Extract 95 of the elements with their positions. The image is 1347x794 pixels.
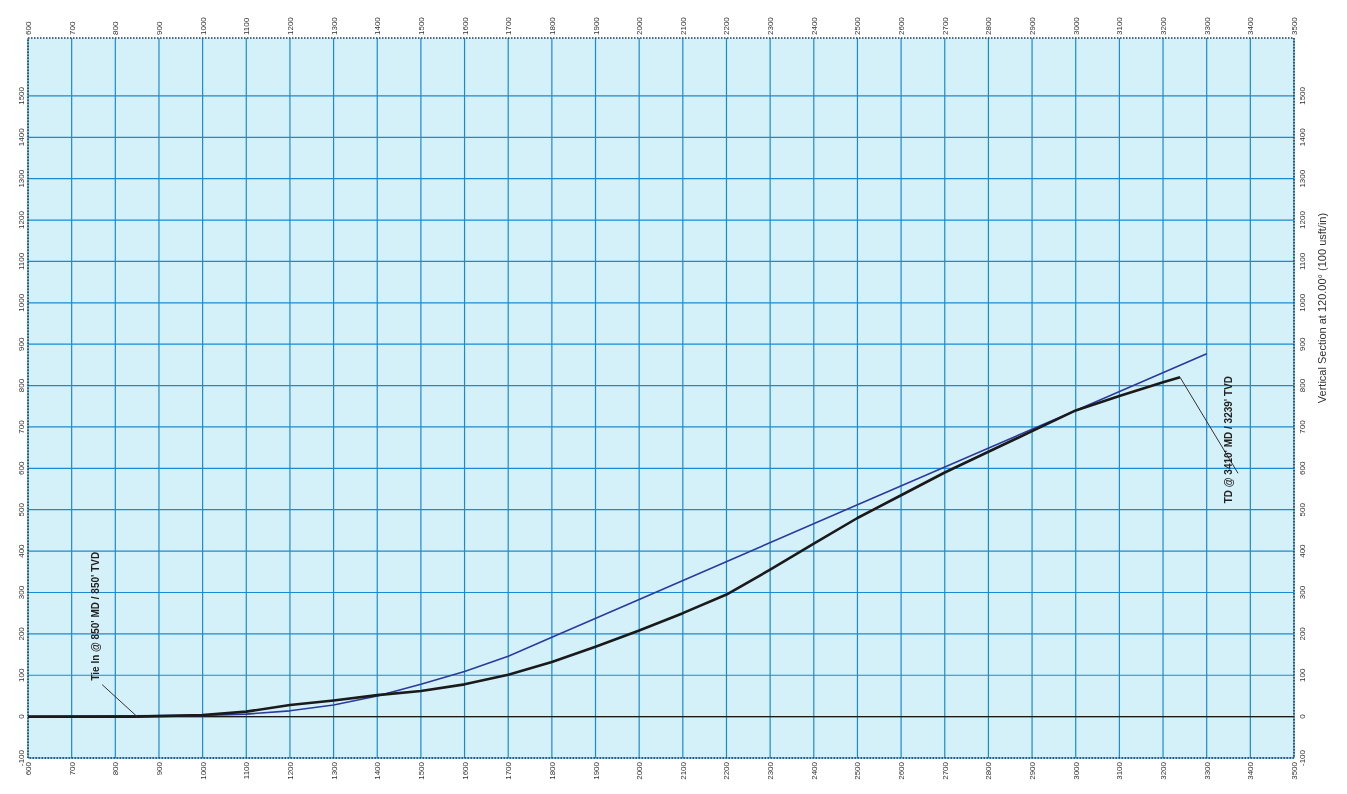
y-tick-label: 400 [17, 543, 26, 558]
y-tick-label: 1100 [17, 252, 26, 271]
y2-tick-label: 700 [1298, 419, 1307, 434]
y2-tick-label: 400 [1298, 543, 1307, 558]
y2-tick-label: 1500 [1298, 86, 1307, 105]
x2-tick-label: 1500 [416, 761, 426, 780]
y-tick-label: 500 [17, 502, 26, 517]
x-tick-label: 3000 [1071, 16, 1081, 35]
y-tick-label: 600 [17, 461, 26, 476]
y2-tick-label: 0 [1298, 713, 1307, 719]
x-tick-label: 2300 [766, 16, 776, 35]
y-tick-label: 1500 [17, 86, 26, 105]
y2-tick-label: 1300 [1298, 169, 1307, 188]
x2-tick-label: 3200 [1159, 761, 1169, 780]
y-tick-label: 1300 [17, 169, 26, 188]
y2-tick-label: 1000 [1298, 293, 1307, 312]
y-tick-label: 0 [17, 713, 26, 719]
y2-tick-label: 300 [1298, 585, 1307, 600]
x-tick-label: 1600 [460, 16, 470, 35]
x-tick-label: 2700 [940, 16, 950, 35]
x2-tick-label: 3300 [1202, 761, 1212, 780]
y-tick-label: 100 [17, 668, 26, 682]
x-tick-label: 3400 [1246, 16, 1256, 35]
x2-tick-label: 1900 [591, 761, 601, 780]
x2-tick-label: 1200 [285, 761, 295, 780]
x-tick-label: 1400 [373, 16, 383, 35]
y2-tick-label: 600 [1298, 461, 1307, 476]
x2-tick-label: 2100 [678, 761, 688, 780]
x-tick-label: 1900 [591, 16, 601, 35]
x2-tick-label: 2900 [1028, 761, 1038, 780]
y2-tick-label: 200 [1298, 626, 1307, 641]
x-tick-label: 3300 [1202, 16, 1212, 35]
x2-tick-label: 1000 [198, 761, 208, 780]
y-tick-label: 700 [17, 419, 26, 434]
x2-tick-label: 1600 [460, 761, 470, 780]
x-tick-label: 1800 [547, 16, 557, 35]
y-tick-label: 1400 [17, 127, 26, 147]
y-tick-label: 1200 [17, 210, 26, 229]
x2-tick-label: 2500 [853, 761, 863, 780]
y-tick-label: 800 [17, 378, 26, 393]
x2-tick-label: 3000 [1071, 761, 1081, 780]
x2-tick-label: 800 [111, 761, 121, 776]
x-tick-label: 2200 [722, 16, 732, 35]
y-tick-label: 1000 [17, 293, 26, 312]
y-tick-label: 900 [17, 336, 26, 351]
x-tick-label: 2400 [809, 16, 819, 35]
x-tick-label: 2900 [1028, 16, 1038, 35]
y2-tick-label: 1400 [1298, 127, 1307, 147]
x-tick-label: 2600 [897, 16, 907, 35]
x-tick-label: 2500 [853, 16, 863, 35]
y2-tick-label: 100 [1298, 668, 1307, 682]
x-tick-label: 700 [67, 21, 77, 35]
x2-tick-label: 700 [67, 761, 77, 776]
x2-tick-label: 2300 [766, 761, 776, 780]
annotation: Tie In @ 850' MD / 850' TVD [90, 551, 102, 681]
x2-tick-label: 1100 [242, 761, 252, 780]
x2-tick-label: 2200 [722, 761, 732, 780]
x-tick-label: 1100 [242, 17, 252, 35]
y2-tick-label: 800 [1298, 378, 1307, 393]
x2-tick-label: 1800 [547, 761, 557, 780]
x-tick-label: 1500 [416, 16, 426, 35]
y2-tick-label: -100 [1298, 749, 1307, 767]
x-tick-label: 3100 [1115, 16, 1125, 35]
y2-tick-label: 1200 [1298, 210, 1307, 229]
x-tick-label: 2100 [678, 16, 688, 35]
y2-tick-label: 500 [1298, 502, 1307, 517]
x2-tick-label: 1300 [329, 761, 339, 780]
x2-tick-label: 1400 [373, 761, 383, 780]
x2-tick-label: 2000 [635, 761, 645, 780]
y-tick-label: 200 [17, 626, 26, 641]
x2-tick-label: 1700 [504, 761, 514, 780]
x2-tick-label: 2800 [984, 761, 994, 780]
x-tick-label: 3200 [1159, 16, 1169, 35]
x2-tick-label: 3500 [1290, 761, 1299, 780]
x2-tick-label: 3100 [1115, 761, 1125, 780]
y-tick-label: -100 [17, 749, 26, 767]
x-tick-label: 1000 [198, 16, 208, 35]
y2-axis-title: Vertical Section at 120.00° (100 usft/in) [1316, 212, 1328, 404]
x-tick-label: 800 [111, 21, 121, 35]
x2-tick-label: 900 [154, 761, 164, 776]
x2-tick-label: 3400 [1246, 761, 1256, 780]
y2-tick-label: 1100 [1298, 252, 1307, 271]
x-tick-label: 1700 [504, 16, 514, 35]
x-tick-label: 1300 [329, 16, 339, 35]
x-tick-label: 3500 [1290, 16, 1299, 35]
x-tick-label: 2800 [984, 16, 994, 35]
x2-tick-label: 2400 [809, 761, 819, 780]
x-tick-label: 2000 [635, 16, 645, 35]
x-tick-label: 900 [154, 21, 164, 35]
y2-tick-label: 900 [1298, 336, 1307, 351]
y-tick-label: 300 [17, 585, 26, 600]
x2-tick-label: 2600 [897, 761, 907, 780]
x2-tick-label: 2700 [940, 761, 950, 780]
x-tick-label: 1200 [285, 16, 295, 35]
annotation: TD @ 3410' MD / 3239' TVD [1223, 375, 1235, 504]
